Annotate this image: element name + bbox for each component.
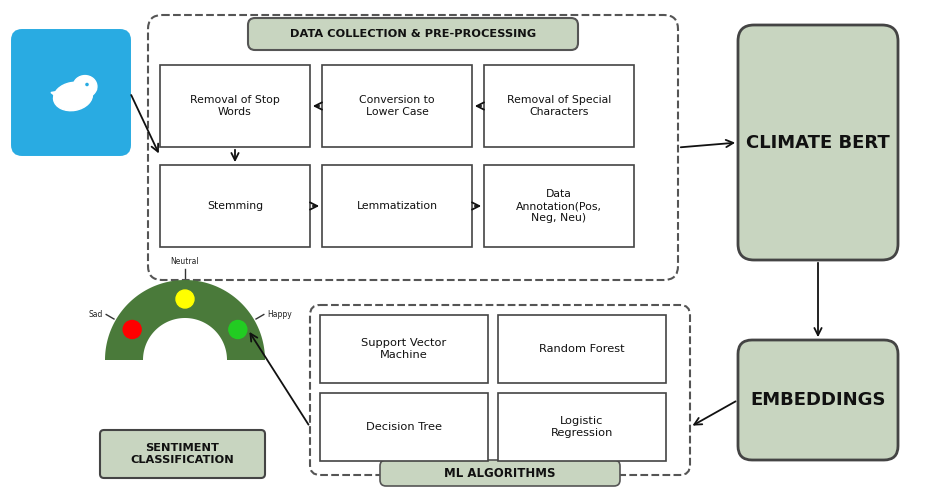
FancyBboxPatch shape [484, 65, 634, 147]
FancyBboxPatch shape [498, 315, 666, 383]
Text: Neutral: Neutral [171, 257, 199, 266]
Text: DATA COLLECTION & PRE-PROCESSING: DATA COLLECTION & PRE-PROCESSING [290, 29, 536, 39]
FancyBboxPatch shape [322, 165, 472, 247]
FancyBboxPatch shape [498, 393, 666, 461]
Text: Happy: Happy [266, 310, 291, 319]
Text: Sad: Sad [89, 310, 104, 319]
Text: Decision Tree: Decision Tree [366, 422, 442, 432]
Text: Support Vector
Machine: Support Vector Machine [362, 338, 447, 360]
Text: ML ALGORITHMS: ML ALGORITHMS [444, 467, 556, 480]
FancyBboxPatch shape [160, 165, 310, 247]
Ellipse shape [54, 82, 92, 111]
Ellipse shape [73, 76, 97, 98]
FancyBboxPatch shape [322, 65, 472, 147]
Text: Stemming: Stemming [207, 201, 263, 211]
Polygon shape [59, 85, 86, 105]
FancyBboxPatch shape [738, 340, 898, 460]
Text: Lemmatization: Lemmatization [356, 201, 438, 211]
FancyBboxPatch shape [320, 315, 488, 383]
Text: Conversion to
Lower Case: Conversion to Lower Case [359, 95, 435, 117]
Circle shape [176, 290, 194, 308]
Text: SENTIMENT
CLASSIFICATION: SENTIMENT CLASSIFICATION [130, 443, 234, 465]
Circle shape [84, 82, 90, 87]
Polygon shape [51, 91, 63, 101]
FancyBboxPatch shape [12, 30, 130, 155]
FancyBboxPatch shape [738, 25, 898, 260]
Text: Removal of Special
Characters: Removal of Special Characters [507, 95, 611, 117]
FancyBboxPatch shape [160, 65, 310, 147]
Text: Removal of Stop
Words: Removal of Stop Words [190, 95, 280, 117]
Polygon shape [87, 88, 97, 92]
FancyBboxPatch shape [380, 460, 620, 486]
Text: Data
Annotation(Pos,
Neg, Neu): Data Annotation(Pos, Neg, Neu) [516, 189, 602, 223]
Text: Logistic
Regression: Logistic Regression [550, 416, 613, 438]
FancyBboxPatch shape [484, 165, 634, 247]
FancyBboxPatch shape [248, 18, 578, 50]
Text: Random Forest: Random Forest [539, 344, 624, 354]
Text: EMBEDDINGS: EMBEDDINGS [750, 391, 886, 409]
Circle shape [123, 321, 142, 339]
FancyBboxPatch shape [320, 393, 488, 461]
Circle shape [228, 321, 247, 339]
Polygon shape [105, 280, 265, 360]
Text: CLIMATE BERT: CLIMATE BERT [746, 133, 890, 151]
FancyBboxPatch shape [100, 430, 265, 478]
